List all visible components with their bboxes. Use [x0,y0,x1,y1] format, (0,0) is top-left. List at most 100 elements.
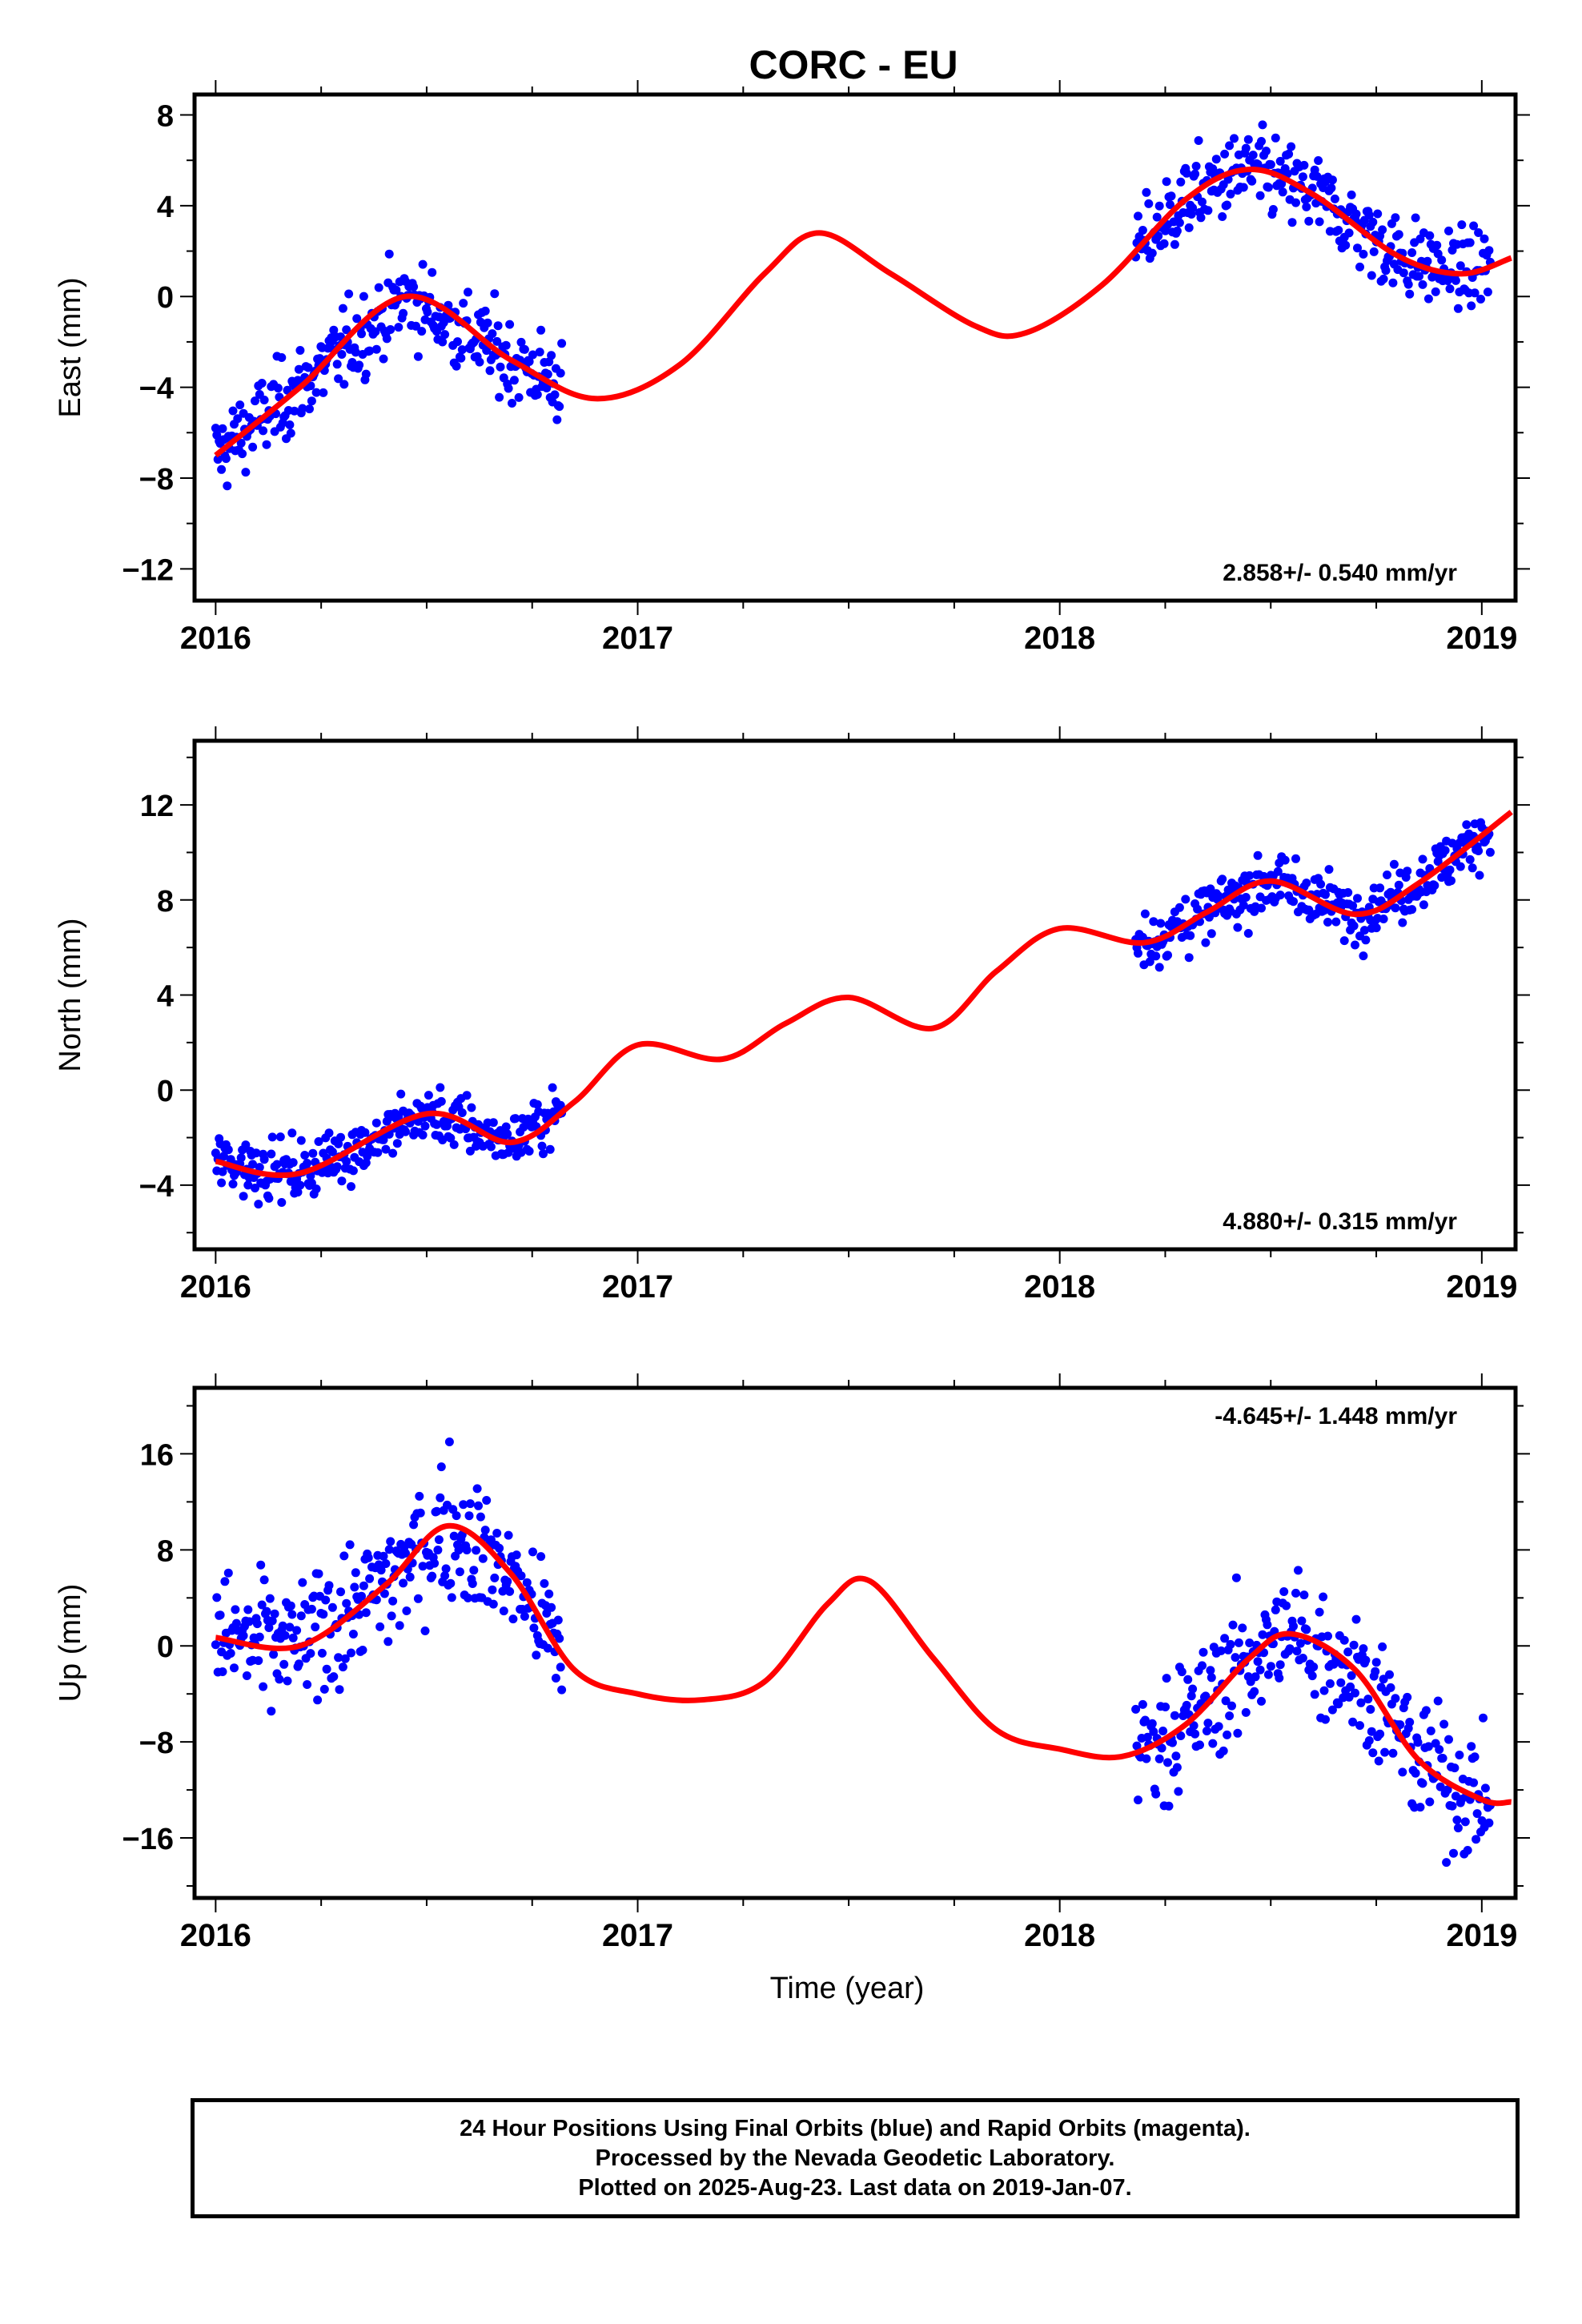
data-point [1430,881,1439,891]
data-point [1243,929,1253,938]
data-point [1199,1647,1208,1657]
data-point [376,1566,386,1575]
data-point [519,1123,528,1132]
data-point [1266,1662,1275,1671]
data-point [1413,1738,1423,1747]
data-point [1159,239,1169,248]
data-point [1282,1601,1291,1610]
data-point [337,1176,347,1186]
data-point [1462,820,1472,830]
data-point [1470,1752,1480,1762]
data-point [371,1118,381,1128]
data-point [1266,160,1275,169]
data-point [469,1566,479,1575]
data-point [490,289,500,299]
data-point [259,1155,269,1164]
data-point [1168,1738,1177,1747]
data-point [381,1559,391,1568]
data-point [1438,1754,1447,1763]
data-point [1359,249,1368,259]
data-point [552,415,562,424]
data-point [446,1578,456,1588]
data-point [241,468,251,477]
data-point [1483,287,1492,297]
data-point [371,344,381,354]
data-point [255,1163,264,1172]
data-point [1312,171,1322,181]
data-point [548,1083,557,1092]
data-point [1302,879,1311,888]
data-point [264,1623,274,1632]
data-point [1460,1817,1470,1827]
data-point [503,1577,512,1586]
data-point [432,1120,441,1129]
data-point [1154,231,1163,241]
data-point [488,1585,497,1594]
data-point [1191,169,1200,179]
data-point [379,354,388,364]
data-point [1144,199,1154,208]
data-point [319,388,328,397]
data-point [338,1663,347,1672]
data-point [374,283,383,292]
data-point [336,1132,345,1142]
data-point [433,1546,443,1554]
data-point [1383,870,1391,879]
data-point [480,1526,490,1535]
data-point [493,321,503,331]
data-point [277,353,287,362]
data-point [311,388,321,397]
data-point [1351,209,1361,219]
data-point [1291,1588,1300,1598]
panel-east: 2016 2017 2018 2019 8 4 0 −4 −8 −12 East (mm) 2.858… [54,80,1530,656]
data-point [424,1091,433,1100]
data-point [465,1499,475,1509]
data-point [1285,1644,1295,1654]
data-point [1445,865,1455,875]
data-point [295,346,305,355]
data-point [1355,262,1364,271]
data-point [542,384,552,392]
data-point [1355,1721,1364,1731]
data-point [239,1192,248,1201]
data-point [536,1552,546,1562]
data-point [520,344,529,354]
data-point [1480,234,1489,243]
data-point [1171,1751,1181,1761]
data-point [1170,1711,1179,1720]
data-point [241,1140,251,1150]
data-point [358,1646,367,1655]
data-point [384,1545,394,1554]
data-point [1378,225,1387,235]
x-tick-label: 2019 [1446,621,1517,656]
x-tick-label: 2018 [1024,1918,1095,1953]
data-point [255,1632,264,1642]
data-point [1447,1801,1457,1811]
data-point [327,1602,337,1612]
data-point [1145,957,1154,967]
data-point [308,1148,318,1158]
data-point [223,1568,233,1578]
data-point [1472,1835,1481,1844]
data-point [1455,1751,1464,1759]
data-point [273,384,283,393]
data-point [416,1508,425,1518]
data-point [1344,228,1354,238]
data-point [399,1578,408,1588]
data-point [1442,1858,1452,1868]
data-point [539,1149,548,1159]
data-point [336,1587,345,1597]
data-point [296,1611,306,1621]
data-point [1423,1742,1433,1751]
data-point [1134,948,1142,958]
data-point [1289,1622,1298,1631]
data-point [1299,160,1309,170]
data-point [388,1596,398,1606]
data-point [324,1128,334,1138]
data-point [1289,897,1298,907]
data-point [392,1139,402,1148]
data-point [1425,1797,1435,1807]
data-point [452,361,461,371]
data-point [1426,1726,1435,1735]
y-tick-label: 4 [157,191,174,224]
